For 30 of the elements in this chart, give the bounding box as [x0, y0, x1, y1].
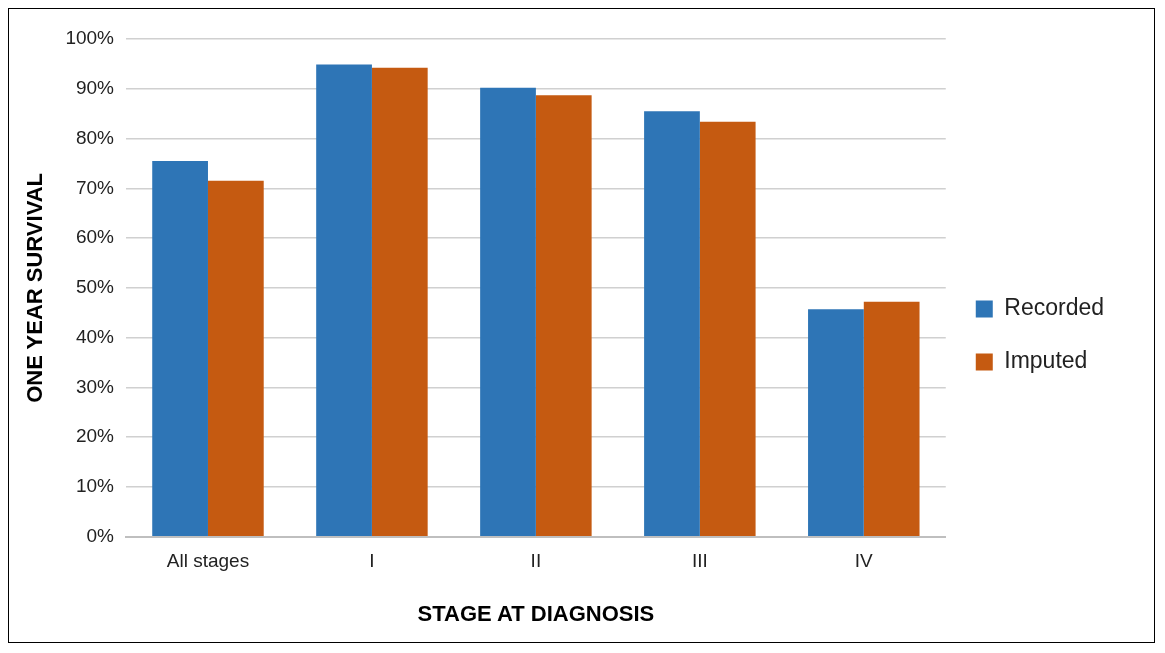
bar — [535, 95, 592, 537]
bar — [371, 67, 428, 537]
y-tick-label: 10% — [75, 475, 115, 497]
x-tick-label: All stages — [166, 550, 250, 572]
legend-label: Recorded — [1004, 294, 1105, 321]
y-axis-title: ONE YEAR SURVIVAL — [22, 172, 48, 403]
y-tick-label: 90% — [75, 77, 115, 99]
x-axis-title: STAGE AT DIAGNOSIS — [417, 600, 655, 626]
bar — [863, 301, 920, 537]
y-tick-label: 70% — [75, 176, 115, 198]
bar — [152, 160, 208, 537]
y-tick-label: 80% — [75, 126, 115, 148]
bar — [207, 180, 264, 537]
y-tick-label: 40% — [75, 325, 115, 347]
x-tick-label: II — [530, 550, 542, 572]
y-tick-label: 60% — [75, 226, 115, 248]
bar — [644, 111, 700, 537]
bar — [699, 121, 756, 537]
bar — [480, 87, 536, 537]
bar — [316, 64, 372, 537]
x-tick-label: III — [691, 550, 708, 572]
y-tick-label: 20% — [75, 425, 115, 447]
y-tick-label: 50% — [75, 276, 115, 298]
bar — [808, 309, 864, 537]
legend-label: Imputed — [1004, 347, 1088, 374]
y-tick-label: 30% — [75, 375, 115, 397]
x-tick-label: I — [369, 550, 375, 572]
y-tick-label: 0% — [86, 525, 115, 547]
x-tick-label: IV — [854, 550, 874, 572]
y-tick-label: 100% — [65, 27, 115, 49]
